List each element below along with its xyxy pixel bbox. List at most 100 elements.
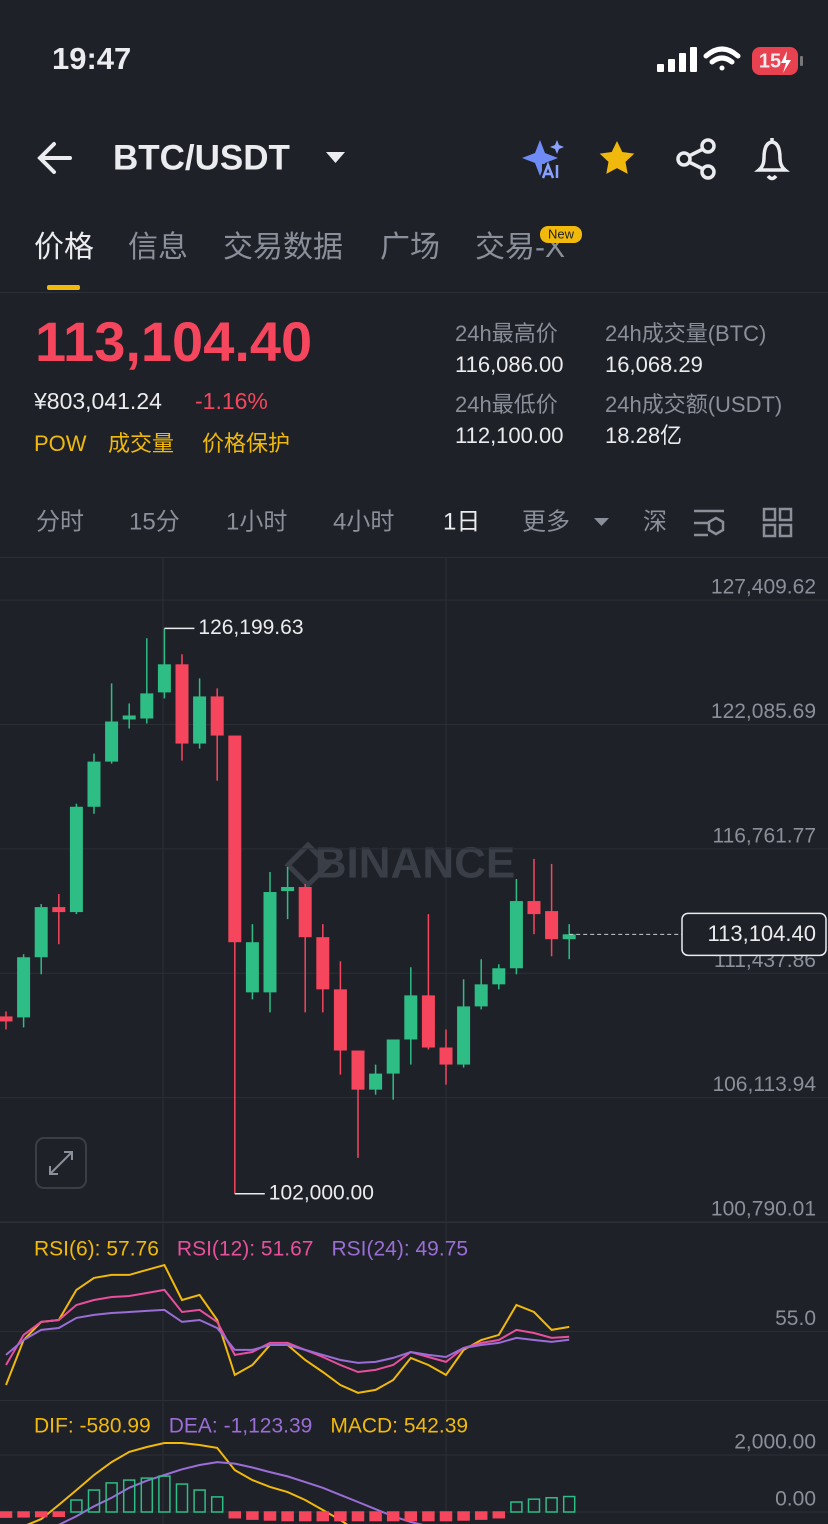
back-button[interactable] bbox=[37, 142, 72, 174]
candle-body bbox=[69, 806, 83, 913]
last-price: 113,104.40 bbox=[35, 310, 312, 373]
candle-body bbox=[140, 693, 154, 719]
candle-body bbox=[421, 995, 435, 1048]
macd-bar bbox=[140, 1477, 154, 1513]
interval[interactable]: 更多 bbox=[522, 508, 570, 535]
share-button[interactable] bbox=[676, 138, 716, 180]
macd-bar bbox=[474, 1511, 488, 1520]
ai-button[interactable] bbox=[522, 140, 564, 179]
candle-body bbox=[369, 1073, 383, 1090]
annotation-label: 102,000.00 bbox=[269, 1181, 374, 1204]
candle-body bbox=[545, 911, 559, 940]
stat-value: 18.28亿 bbox=[605, 423, 682, 448]
legend-entry: MACD: 542.39 bbox=[330, 1415, 468, 1438]
candle-body bbox=[333, 989, 347, 1051]
candle-body bbox=[105, 721, 119, 762]
stat-label: 24h成交量(BTC) bbox=[605, 321, 766, 346]
stat-label: 24h最低价 bbox=[455, 392, 558, 417]
candle-body bbox=[439, 1047, 453, 1065]
layout-button[interactable] bbox=[762, 507, 793, 538]
macd-line bbox=[26, 1442, 349, 1524]
macd-bar bbox=[422, 1511, 435, 1522]
y-tick-label: 55.0 bbox=[775, 1307, 816, 1330]
interval[interactable]: 1小时 bbox=[226, 508, 287, 535]
tag[interactable]: 价格保护 bbox=[202, 431, 290, 456]
legend-entry: RSI(24): 49.75 bbox=[331, 1238, 468, 1261]
wifi-icon bbox=[703, 46, 741, 71]
interval[interactable]: 1日 bbox=[443, 508, 480, 535]
y-tick-label: 116,761.77 bbox=[712, 824, 816, 847]
macd-bar bbox=[246, 1511, 259, 1520]
fullscreen-button[interactable] bbox=[35, 1137, 87, 1189]
tag[interactable]: POW bbox=[34, 431, 87, 456]
stat-label: 24h成交额(USDT) bbox=[605, 392, 782, 417]
candle-body bbox=[298, 887, 312, 938]
macd-bar bbox=[492, 1511, 506, 1519]
tab[interactable]: 信息 bbox=[128, 231, 188, 264]
battery-level: 15 bbox=[759, 50, 781, 72]
macd-bar bbox=[457, 1511, 470, 1521]
annotation-label: 126,199.63 bbox=[198, 616, 303, 639]
candle-body bbox=[34, 907, 48, 958]
macd-bar bbox=[562, 1495, 576, 1513]
series-group bbox=[0, 1442, 576, 1524]
macd-bar bbox=[386, 1511, 400, 1522]
candle-body bbox=[228, 735, 242, 943]
tab[interactable]: 价格 bbox=[34, 231, 94, 264]
macd-bar bbox=[281, 1511, 294, 1522]
candle-body bbox=[17, 957, 31, 1018]
legend-entry: RSI(6): 57.76 bbox=[34, 1238, 159, 1261]
macd-bar bbox=[404, 1511, 418, 1522]
macd-bar bbox=[298, 1511, 312, 1522]
tab[interactable]: 交易数据 bbox=[223, 231, 343, 264]
interval[interactable]: 分时 bbox=[36, 508, 84, 535]
candle-body bbox=[316, 937, 330, 990]
interval[interactable]: 15分 bbox=[129, 508, 180, 535]
pair-dropdown[interactable] bbox=[326, 152, 345, 163]
new-badge bbox=[540, 226, 582, 243]
candle-body bbox=[193, 696, 207, 744]
macd-bar bbox=[439, 1511, 453, 1522]
charging-icon bbox=[781, 51, 791, 73]
indicator-settings[interactable] bbox=[694, 509, 725, 537]
signal-icon bbox=[657, 47, 697, 72]
legend-entry: DEA: -1,123.39 bbox=[169, 1415, 313, 1438]
favorite-button[interactable] bbox=[599, 141, 635, 174]
macd-bar bbox=[263, 1511, 277, 1521]
candle-body bbox=[175, 664, 189, 744]
macd-bar bbox=[369, 1511, 382, 1522]
tag[interactable]: 成交量 bbox=[108, 431, 174, 456]
price-change: -1.16% bbox=[195, 388, 268, 414]
stat-value: 112,100.00 bbox=[455, 423, 563, 448]
more-dropdown[interactable] bbox=[594, 518, 609, 526]
divider bbox=[0, 1400, 828, 1401]
pair-title[interactable]: BTC/USDT bbox=[113, 138, 290, 177]
last-price-label: 113,104.40 bbox=[708, 921, 816, 946]
y-tick-label: 122,085.69 bbox=[711, 700, 816, 723]
rsi-chart bbox=[0, 1263, 828, 1394]
new-badge-text: New bbox=[548, 226, 575, 241]
candle-body bbox=[122, 715, 136, 720]
macd-bar bbox=[351, 1511, 365, 1522]
legend-entry: DIF: -580.99 bbox=[34, 1415, 151, 1438]
macd-bar bbox=[545, 1497, 558, 1513]
candle-body bbox=[0, 1016, 13, 1022]
tab[interactable]: 广场 bbox=[380, 231, 440, 264]
divider bbox=[0, 1222, 828, 1223]
candle-body bbox=[562, 934, 576, 940]
candle-body bbox=[527, 901, 541, 915]
candle-body bbox=[210, 696, 224, 736]
candle-body bbox=[263, 892, 277, 993]
interval[interactable]: 深 bbox=[643, 508, 667, 535]
alert-button[interactable] bbox=[754, 138, 790, 181]
watermark-logo bbox=[284, 841, 332, 889]
rsi-line bbox=[5, 1308, 570, 1364]
candle-body bbox=[509, 901, 523, 969]
divider bbox=[0, 557, 828, 558]
macd-bar bbox=[527, 1498, 541, 1513]
candle-body bbox=[474, 984, 488, 1007]
last-price-box bbox=[681, 912, 827, 957]
interval[interactable]: 4小时 bbox=[333, 508, 394, 535]
stat-label: 24h最高价 bbox=[455, 321, 558, 346]
